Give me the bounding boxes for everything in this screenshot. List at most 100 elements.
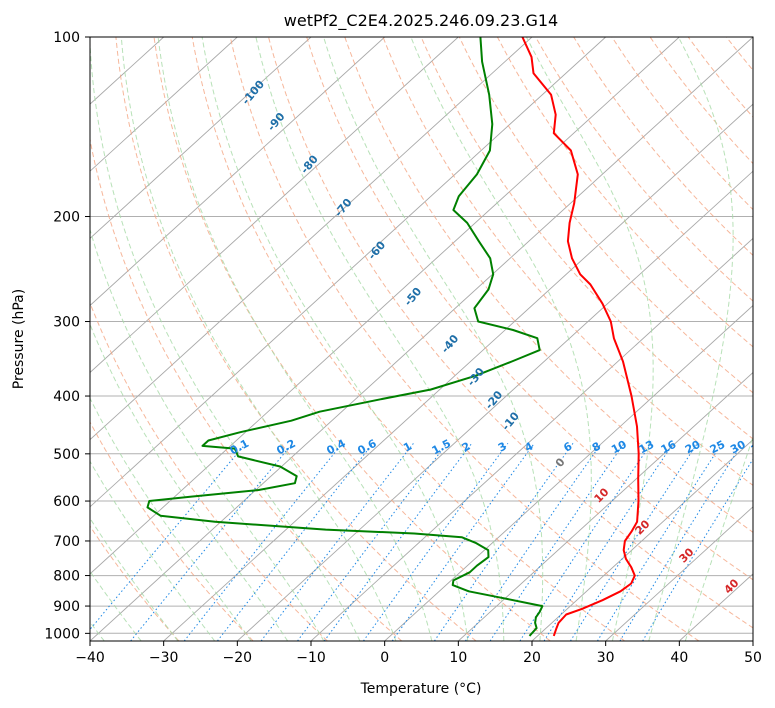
y-tick-label: 300 bbox=[53, 315, 80, 331]
mixing-ratio-lines bbox=[90, 442, 753, 641]
mixing-ratio-label: 36 bbox=[749, 438, 769, 457]
moist-adiabat-label: -80 bbox=[298, 152, 321, 176]
mixing-ratio-line bbox=[464, 443, 602, 641]
moist-adiabat-line bbox=[90, 570, 142, 641]
moist-adiabat-label: -10 bbox=[499, 409, 522, 433]
dry-adiabat-line bbox=[765, 37, 775, 641]
moist-adiabat-label: -100 bbox=[239, 78, 267, 108]
dry-adiabat-label: 40 bbox=[722, 576, 742, 596]
mixing-ratio-line bbox=[362, 442, 509, 641]
dry-adiabat-label: 30 bbox=[677, 545, 697, 565]
dry-adiabat-line bbox=[90, 421, 254, 641]
mixing-ratio-label: 4 bbox=[523, 439, 536, 454]
dry-adiabat-line bbox=[344, 37, 753, 533]
dry-adiabat-line bbox=[90, 301, 328, 641]
temperature-profile-line bbox=[521, 37, 640, 637]
y-axis-ticks: 100 200 300 400 500 600 700 800 900 1000 bbox=[44, 30, 90, 642]
isotherm-line bbox=[752, 640, 753, 641]
mixing-ratio-line bbox=[183, 442, 343, 641]
y-tick-label: 700 bbox=[53, 534, 80, 550]
mixing-ratio-label: 30 bbox=[728, 438, 748, 457]
x-tick-label: −30 bbox=[149, 650, 179, 666]
isotherm-line bbox=[310, 237, 753, 641]
moist-adiabat-line bbox=[90, 228, 325, 641]
mixing-ratio-label: 1.5 bbox=[430, 437, 453, 458]
y-tick-label: 200 bbox=[53, 210, 80, 226]
dry-adiabat-line bbox=[306, 37, 753, 581]
dry-adiabat-label: 20 bbox=[633, 517, 653, 537]
dry-adiabat-line bbox=[420, 37, 753, 440]
mixing-ratio-label: 1 bbox=[401, 440, 414, 455]
mixing-ratio-line bbox=[433, 443, 574, 641]
y-axis-label: Pressure (hPa) bbox=[11, 289, 27, 389]
moist-adiabat-line bbox=[525, 37, 654, 641]
isotherm-line bbox=[90, 37, 533, 441]
moist-adiabat-line bbox=[684, 435, 753, 641]
moist-adiabat-line bbox=[120, 37, 397, 641]
x-tick-label: −40 bbox=[75, 650, 105, 666]
dry-adiabat-line bbox=[191, 37, 625, 641]
isotherm-line bbox=[457, 371, 753, 641]
mixing-ratio-label: 10 bbox=[609, 438, 629, 457]
sounding-series bbox=[146, 37, 640, 637]
moist-adiabat-line bbox=[90, 37, 361, 641]
isotherm-line bbox=[90, 37, 607, 508]
mixing-ratio-line bbox=[217, 442, 374, 641]
dry-adiabat-line bbox=[726, 37, 753, 71]
dry-adiabat-line bbox=[153, 37, 551, 641]
moist-adiabat-label: -50 bbox=[402, 285, 425, 309]
mixing-ratio-line bbox=[642, 458, 753, 641]
isotherm-line bbox=[90, 37, 386, 307]
x-tick-label: −20 bbox=[223, 650, 253, 666]
isotherm-line bbox=[384, 304, 753, 641]
dry-adiabat-line bbox=[382, 37, 753, 486]
mixing-ratio-label: 13 bbox=[637, 438, 657, 457]
moist-adiabat-label: -30 bbox=[465, 365, 488, 389]
x-tick-label: 10 bbox=[449, 650, 467, 666]
isotherm-gridlines bbox=[90, 37, 753, 641]
mixing-ratio-label: 0.4 bbox=[324, 437, 348, 458]
x-tick-label: −10 bbox=[296, 650, 326, 666]
moist-adiabat-label: -60 bbox=[365, 238, 388, 262]
dry-adiabat-line bbox=[268, 37, 753, 629]
temperature-series bbox=[521, 37, 640, 637]
mixing-ratio-line bbox=[323, 442, 473, 641]
mixing-ratio-line bbox=[596, 443, 723, 641]
dewpoint-profile-line bbox=[146, 37, 544, 637]
isotherm-line bbox=[90, 37, 312, 239]
dry-adiabat-line bbox=[229, 37, 700, 641]
moist-adiabat-line bbox=[90, 460, 216, 641]
moist-adiabat-label: -20 bbox=[483, 388, 506, 412]
isotherm-line bbox=[90, 37, 753, 641]
dry-adiabat-label: 10 bbox=[592, 485, 612, 505]
isotherm-line bbox=[90, 37, 680, 575]
dry-adiabat-line bbox=[611, 37, 753, 211]
isotherm-line bbox=[531, 439, 753, 641]
moist-adiabat-line bbox=[323, 37, 544, 641]
y-tick-label: 500 bbox=[53, 447, 80, 463]
x-tick-label: 50 bbox=[744, 650, 762, 666]
mixing-ratio-label: 2 bbox=[460, 440, 473, 455]
mixing-ratio-line bbox=[260, 442, 414, 641]
dry-adiabat-line bbox=[115, 37, 477, 641]
freezing-level-label: 0 bbox=[553, 455, 568, 469]
dry-adiabat-line bbox=[496, 37, 753, 348]
isotherm-line bbox=[90, 37, 459, 374]
x-tick-label: 30 bbox=[597, 650, 615, 666]
y-tick-label: 100 bbox=[53, 30, 80, 46]
dry-adiabat-line bbox=[573, 37, 753, 256]
mixing-ratio-label: 16 bbox=[659, 438, 679, 457]
moist-adiabat-label: -40 bbox=[439, 332, 462, 356]
isotherm-line bbox=[163, 103, 753, 641]
moist-adiabat-line bbox=[90, 323, 289, 641]
mixing-ratio-line bbox=[619, 443, 743, 641]
moist-adiabat-line bbox=[157, 37, 433, 641]
x-tick-label: 20 bbox=[523, 650, 541, 666]
dry-adiabats bbox=[90, 37, 775, 641]
mixing-ratio-line bbox=[569, 443, 698, 641]
y-tick-label: 600 bbox=[53, 494, 80, 510]
dewpoint-series bbox=[146, 37, 544, 637]
mixing-ratio-label: 0.6 bbox=[355, 437, 379, 458]
mixing-ratio-line bbox=[543, 443, 674, 641]
moist-adiabat-line bbox=[648, 37, 734, 641]
